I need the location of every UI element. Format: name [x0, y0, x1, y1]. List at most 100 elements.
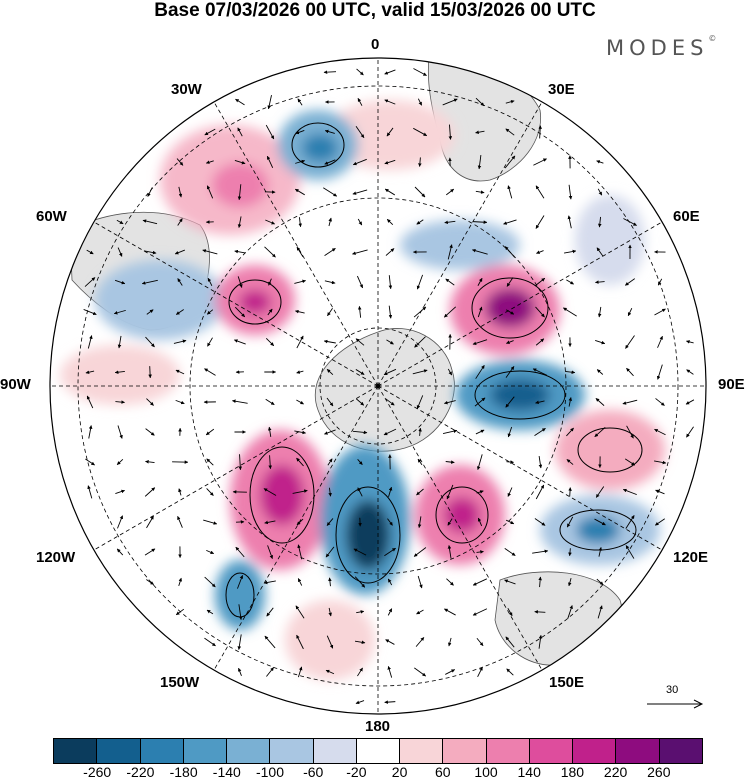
wind-vector: [263, 488, 277, 496]
wind-vector: [447, 244, 453, 260]
colorbar-tick-label: 20: [391, 764, 408, 780]
wind-vector: [507, 487, 513, 497]
wind-vector: [535, 185, 545, 199]
wind-vector: [595, 486, 605, 498]
wind-vector: [85, 458, 95, 466]
wind-vector: [385, 639, 395, 645]
wind-vector: [328, 577, 332, 587]
wind-vector: [205, 160, 214, 164]
wind-vector: [86, 249, 94, 255]
wind-vector: [116, 458, 124, 466]
wind-vector: [448, 124, 453, 140]
anomaly-blob: [60, 345, 180, 405]
wind-vector: [568, 577, 572, 587]
wind-vector: [383, 428, 397, 436]
wind-vector: [294, 188, 305, 196]
wind-vector: [445, 669, 456, 675]
wind-vector: [296, 246, 304, 258]
meridian-line: [207, 385, 379, 681]
wind-vector: [356, 275, 364, 289]
colorbar-tick-label: -100: [255, 764, 285, 780]
wind-vector: [475, 429, 485, 435]
wind-vector: [598, 547, 603, 557]
wind-vector: [416, 488, 424, 496]
wind-vector: [535, 400, 545, 405]
wind-vector: [84, 277, 96, 287]
wind-vector: [352, 430, 368, 435]
wind-vector: [538, 455, 543, 469]
wind-vector: [626, 367, 634, 377]
wind-vector: [477, 306, 483, 318]
wind-vector: [507, 608, 513, 617]
wind-vector: [413, 306, 427, 318]
wind-vector: [538, 576, 542, 588]
wind-vector: [202, 249, 218, 255]
wind-vector: [204, 576, 216, 588]
wind-vector: [115, 489, 125, 494]
wind-vector: [85, 370, 95, 374]
wind-vector: [472, 578, 488, 586]
wind-vector: [237, 127, 243, 137]
wind-vector: [206, 609, 214, 615]
colorbar-tick-label: 60: [435, 764, 451, 780]
wind-vector: [412, 369, 428, 375]
wind-vector: [384, 188, 396, 196]
wind-vector: [176, 158, 184, 166]
wind-vector: [447, 368, 453, 376]
wind-vector: [535, 484, 545, 500]
wind-vector: [476, 454, 483, 471]
colorbar-tick-label: 220: [603, 764, 628, 780]
wind-vector: [323, 187, 338, 197]
wind-vector: [503, 219, 517, 225]
wind-vector: [357, 459, 363, 465]
wind-vector: [266, 155, 274, 169]
colorbar-tick-label: -60: [303, 764, 324, 780]
wind-vector: [264, 635, 276, 649]
wind-vector: [388, 486, 393, 497]
wind-vector: [654, 428, 666, 436]
colorbar-tick-label: -140: [212, 764, 241, 780]
wind-vector: [237, 634, 242, 650]
wind-vector: [505, 519, 515, 525]
wind-vector: [235, 546, 245, 558]
wind-vector: [115, 400, 125, 404]
wind-vector: [384, 99, 396, 105]
pole-marker: [375, 383, 381, 389]
wind-vector: [294, 279, 306, 284]
wind-vector: [295, 130, 305, 135]
wind-vector: [417, 458, 423, 466]
colorbar-tick-label: 260: [647, 764, 671, 780]
wind-vector: [477, 517, 483, 527]
australia: [494, 571, 623, 666]
wind-vector: [532, 549, 549, 554]
wind-vector: [507, 426, 513, 438]
wind-vector: [357, 97, 363, 106]
wind-vector: [114, 370, 125, 374]
wind-vector: [444, 608, 456, 616]
colorbar-tick-label: -220: [126, 764, 155, 780]
wind-vector: [117, 515, 124, 529]
wind-vector: [238, 604, 243, 621]
wind-vector: [568, 548, 572, 557]
wind-vector: [328, 487, 332, 497]
wind-vector: [263, 580, 276, 585]
wind-vector: [538, 634, 543, 649]
wind-vector: [475, 365, 485, 379]
wind-vector: [86, 395, 94, 409]
meridian-line: [83, 385, 379, 557]
wind-vector: [238, 667, 242, 676]
wind-vector: [295, 309, 305, 314]
wind-vector: [685, 399, 695, 405]
wind-vector: [207, 337, 213, 347]
colorbar-segment: [486, 739, 530, 763]
reference-vector-arrow: [647, 699, 704, 709]
wind-vector: [87, 485, 93, 499]
wind-vector: [355, 398, 365, 406]
wind-vector: [177, 278, 183, 286]
wind-vector: [383, 368, 397, 376]
wind-vector: [203, 519, 218, 525]
wind-vector: [356, 68, 364, 76]
wind-vector: [385, 248, 395, 256]
anomaly-blob: [346, 500, 390, 570]
wind-vector: [445, 460, 455, 464]
